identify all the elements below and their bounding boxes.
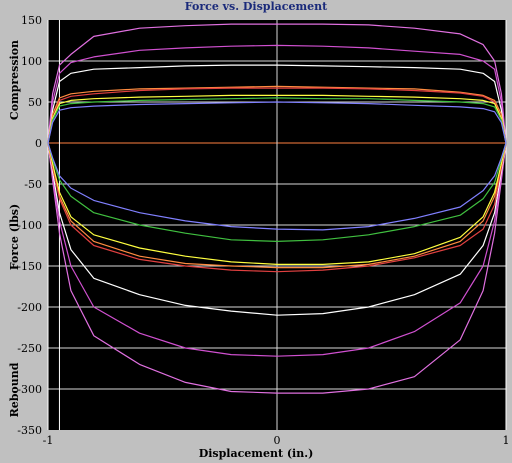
y-tick-label-2: 50	[28, 96, 42, 109]
y-tick-label-1: 100	[21, 55, 42, 68]
y-axis-label: Force (lbs)	[8, 204, 21, 270]
y-axis-label-compression: Compression	[8, 40, 21, 120]
x-tick-labels: -1 0 1	[43, 434, 510, 447]
y-tick-label-4: -50	[24, 178, 42, 191]
series-lines	[47, 23, 507, 394]
y-tick-label-6: -150	[17, 260, 42, 273]
y-tick-label-7: -200	[17, 301, 42, 314]
y-tick-label-3: 0	[35, 137, 42, 150]
y-tick-label-9: -300	[17, 383, 42, 396]
y-tick-label-0: 150	[21, 14, 42, 27]
y-tick-labels: 150 100 50 0 -50 -100 -150 -200 -250 -300 -350	[17, 14, 42, 437]
x-tick-label-1: 0	[274, 434, 281, 447]
reference-lines	[47, 20, 507, 430]
chart-title: Force vs. Displacement	[185, 0, 328, 13]
x-tick-label-2: 1	[503, 434, 510, 447]
y-tick-label-5: -100	[17, 219, 42, 232]
x-axis-label: Displacement (in.)	[199, 447, 314, 460]
y-tick-label-8: -250	[17, 342, 42, 355]
x-tick-label-0: -1	[43, 434, 54, 447]
series-line-7	[47, 101, 507, 231]
y-axis-label-rebound: Rebound	[8, 362, 21, 417]
y-tick-label-10: -350	[17, 424, 42, 437]
